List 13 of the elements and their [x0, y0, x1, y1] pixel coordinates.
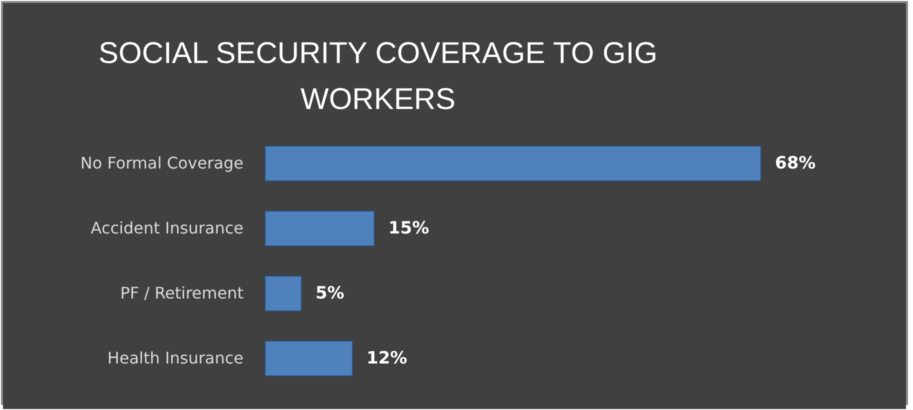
bar — [264, 210, 375, 247]
chart-title: SOCIAL SECURITY COVERAGE TO GIG WORKERS — [98, 37, 658, 116]
data-label: 5% — [315, 284, 344, 304]
data-label: 12% — [366, 348, 408, 368]
y-tick-label: Accident Insurance — [90, 218, 244, 238]
data-label: 15% — [388, 218, 430, 238]
bar — [264, 275, 302, 312]
data-label: 68% — [775, 154, 816, 174]
bar — [264, 340, 354, 377]
y-tick-label: No Formal Coverage — [80, 154, 244, 172]
y-tick-label: PF / Retirement — [120, 284, 244, 302]
y-tick-label: Health Insurance — [107, 348, 244, 368]
bar — [264, 145, 762, 182]
